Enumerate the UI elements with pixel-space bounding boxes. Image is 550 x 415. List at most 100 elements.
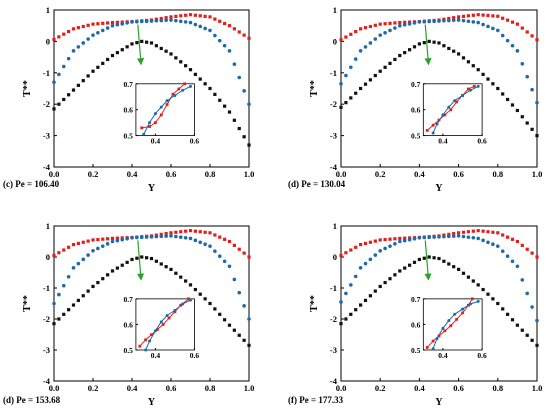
data-point [461,56,466,60]
data-point [535,343,539,347]
data-point [442,18,446,23]
data-point [115,236,119,240]
inset-data-point [476,84,480,88]
data-point [403,51,407,55]
data-point [506,18,510,22]
data-point [358,266,363,270]
x-tick-label: 0.2 [88,383,99,393]
data-point [368,257,373,262]
inset-data-point [167,316,171,320]
data-point [359,86,363,91]
data-point [412,45,417,49]
data-point [363,45,368,49]
data-point [164,49,168,53]
data-point [466,14,470,18]
data-point [339,253,343,258]
inset-y-tick-label: 0.6 [124,320,134,329]
x-tick-label: 0.4 [127,169,138,179]
data-point [213,233,217,237]
data-point [154,44,158,48]
inset-data-point [159,113,163,117]
x-tick-label: 0.4 [127,383,138,393]
data-point [461,234,466,239]
data-point [81,79,85,83]
data-point [417,42,421,46]
data-point [62,248,66,252]
data-point [174,271,178,275]
data-point [481,22,485,27]
data-point [135,235,139,240]
data-point [159,16,163,21]
data-point [242,304,246,308]
data-point [96,280,100,285]
data-point [149,235,154,239]
data-point [193,229,197,233]
data-point [457,15,461,19]
data-point [452,265,456,269]
data-point [91,22,95,26]
inset-data-point [441,326,445,330]
data-point [71,303,76,307]
data-point [393,242,397,246]
data-point [247,102,251,106]
data-point [208,15,212,19]
inset-x-tick-label: 0.6 [190,137,200,146]
x-tick-label: 1.0 [244,169,255,179]
data-point [67,308,71,312]
data-point [398,236,402,240]
data-point [106,21,110,25]
data-point [368,294,372,298]
data-point [86,239,90,243]
data-point [237,290,242,295]
data-point [66,56,71,61]
data-point [412,236,417,241]
data-point [52,322,56,326]
data-point [106,57,110,62]
data-point [510,103,515,107]
inset-chart: 0.4 0.6 0.5 0.6 0.7 [411,80,487,146]
data-point [232,243,236,247]
inset-data-point [453,99,457,103]
y-tick-label: -4 [330,162,338,172]
inset-x-tick-label: 0.4 [438,351,448,360]
data-point [223,237,227,241]
data-point [52,80,56,85]
data-point [57,35,61,39]
data-point [96,246,100,251]
data-point [520,328,524,332]
data-point [353,57,358,61]
y-tick-label: -1 [43,283,50,293]
data-point [496,14,500,18]
data-point [476,13,480,17]
inset-data-point [476,299,480,303]
y-tick-label: -1 [330,68,337,78]
x-tick-label: 0.2 [375,169,386,179]
data-point [388,277,392,281]
inset-series-2 [431,299,480,351]
data-point [110,239,115,244]
data-point [125,260,129,264]
data-point [339,322,343,326]
data-point [247,317,251,321]
data-point [339,300,343,304]
inset-x-tick-label: 0.6 [190,351,200,360]
data-point [457,267,461,271]
x-tick-label: 0.4 [414,169,425,179]
panel-caption: (d) Pe = 153.68 [3,395,61,405]
inset-chart: 0.4 0.6 0.5 0.6 0.7 [411,295,487,360]
inset-data-point [455,317,459,321]
data-point [81,294,85,298]
data-point [57,72,61,77]
data-point [422,19,427,24]
inset-data-point [455,100,459,104]
data-point [217,38,222,43]
inset-series-line [145,299,191,351]
inset-y-tick-label: 0.6 [411,106,421,115]
inset-data-point [150,333,153,337]
data-point [140,39,144,43]
data-point [506,235,510,239]
data-point [510,318,515,322]
y-tick-label: -2 [330,99,337,109]
data-point [417,20,422,24]
data-point [408,48,412,52]
